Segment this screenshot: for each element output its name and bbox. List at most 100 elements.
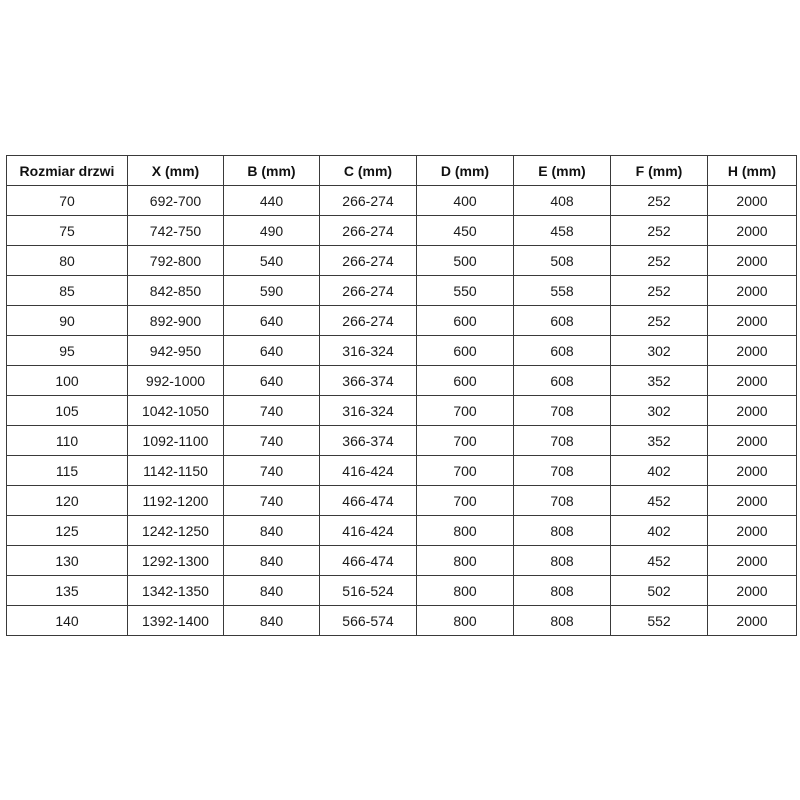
table-cell: 1092-1100	[127, 425, 224, 456]
table-cell: 992-1000	[127, 365, 224, 396]
header-cell: F (mm)	[610, 155, 708, 186]
table-cell: 740	[223, 395, 320, 426]
table-cell: 640	[223, 365, 320, 396]
table-cell: 840	[223, 605, 320, 636]
table-cell: 115	[6, 455, 128, 486]
table-cell: 490	[223, 215, 320, 246]
table-cell: 466-474	[319, 545, 417, 576]
table-cell: 125	[6, 515, 128, 546]
table-cell: 740	[223, 485, 320, 516]
table-cell: 1292-1300	[127, 545, 224, 576]
table-cell: 2000	[707, 185, 797, 216]
table-cell: 252	[610, 185, 708, 216]
table-cell: 416-424	[319, 455, 417, 486]
table-cell: 640	[223, 305, 320, 336]
table-cell: 252	[610, 215, 708, 246]
table-cell: 502	[610, 575, 708, 606]
table-cell: 130	[6, 545, 128, 576]
table-cell: 692-700	[127, 185, 224, 216]
table-cell: 2000	[707, 365, 797, 396]
table-cell: 466-474	[319, 485, 417, 516]
table-cell: 266-274	[319, 275, 417, 306]
table-cell: 942-950	[127, 335, 224, 366]
table-row: 85 842-850 590 266-274 550 558 252 2000	[6, 275, 797, 306]
table-cell: 2000	[707, 575, 797, 606]
table-cell: 800	[416, 545, 514, 576]
table-cell: 708	[513, 455, 611, 486]
table-cell: 2000	[707, 215, 797, 246]
table-cell: 266-274	[319, 185, 417, 216]
table-cell: 1392-1400	[127, 605, 224, 636]
table-cell: 302	[610, 395, 708, 426]
table-row: 95 942-950 640 316-324 600 608 302 2000	[6, 335, 797, 366]
table-row: 115 1142-1150 740 416-424 700 708 402 2000	[6, 455, 797, 486]
table-cell: 2000	[707, 485, 797, 516]
table-cell: 1042-1050	[127, 395, 224, 426]
table-cell: 2000	[707, 455, 797, 486]
table-body: 70 692-700 440 266-274 400 408 252 2000 75 742-75…	[6, 185, 797, 636]
table-cell: 75	[6, 215, 128, 246]
table-cell: 90	[6, 305, 128, 336]
table-row: 100 992-1000 640 366-374 600 608 352 2000	[6, 365, 797, 396]
table-row: 130 1292-1300 840 466-474 800 808 452 2000	[6, 545, 797, 576]
table-row: 110 1092-1100 740 366-374 700 708 352 2000	[6, 425, 797, 456]
table-cell: 440	[223, 185, 320, 216]
header-row: Rozmiar drzwi X (mm) B (mm) C (mm) D (mm) E (…	[6, 155, 797, 186]
table-cell: 366-374	[319, 425, 417, 456]
table-cell: 1342-1350	[127, 575, 224, 606]
header-cell: C (mm)	[319, 155, 417, 186]
table-cell: 135	[6, 575, 128, 606]
table-cell: 352	[610, 425, 708, 456]
table-cell: 408	[513, 185, 611, 216]
table-row: 75 742-750 490 266-274 450 458 252 2000	[6, 215, 797, 246]
table-cell: 708	[513, 425, 611, 456]
table-cell: 800	[416, 575, 514, 606]
table-cell: 450	[416, 215, 514, 246]
header-cell: H (mm)	[707, 155, 797, 186]
table-cell: 2000	[707, 425, 797, 456]
table-cell: 552	[610, 605, 708, 636]
table-cell: 508	[513, 245, 611, 276]
table-cell: 266-274	[319, 245, 417, 276]
table-row: 125 1242-1250 840 416-424 800 808 402 2000	[6, 515, 797, 546]
table-row: 135 1342-1350 840 516-524 800 808 502 2000	[6, 575, 797, 606]
table-cell: 366-374	[319, 365, 417, 396]
table-cell: 600	[416, 305, 514, 336]
table-cell: 2000	[707, 515, 797, 546]
table-cell: 252	[610, 245, 708, 276]
table-row: 105 1042-1050 740 316-324 700 708 302 2000	[6, 395, 797, 426]
header-cell: E (mm)	[513, 155, 611, 186]
table-cell: 400	[416, 185, 514, 216]
table-cell: 1142-1150	[127, 455, 224, 486]
table-row: 80 792-800 540 266-274 500 508 252 2000	[6, 245, 797, 276]
table-cell: 2000	[707, 335, 797, 366]
table-cell: 266-274	[319, 215, 417, 246]
table-cell: 550	[416, 275, 514, 306]
table-cell: 840	[223, 515, 320, 546]
header-cell: X (mm)	[127, 155, 224, 186]
door-size-table: Rozmiar drzwi X (mm) B (mm) C (mm) D (mm) E (…	[6, 155, 797, 636]
table-cell: 700	[416, 425, 514, 456]
table-cell: 800	[416, 515, 514, 546]
table-cell: 708	[513, 485, 611, 516]
table-cell: 740	[223, 455, 320, 486]
table-cell: 266-274	[319, 305, 417, 336]
table-cell: 600	[416, 335, 514, 366]
table-cell: 452	[610, 485, 708, 516]
table-cell: 892-900	[127, 305, 224, 336]
table-cell: 110	[6, 425, 128, 456]
table-row: 90 892-900 640 266-274 600 608 252 2000	[6, 305, 797, 336]
table-cell: 608	[513, 335, 611, 366]
table-cell: 742-750	[127, 215, 224, 246]
table-cell: 516-524	[319, 575, 417, 606]
table-cell: 352	[610, 365, 708, 396]
table-cell: 700	[416, 395, 514, 426]
table-cell: 808	[513, 605, 611, 636]
table-cell: 2000	[707, 395, 797, 426]
table-cell: 252	[610, 305, 708, 336]
table-cell: 708	[513, 395, 611, 426]
table-cell: 2000	[707, 275, 797, 306]
table-cell: 566-574	[319, 605, 417, 636]
table-cell: 840	[223, 575, 320, 606]
